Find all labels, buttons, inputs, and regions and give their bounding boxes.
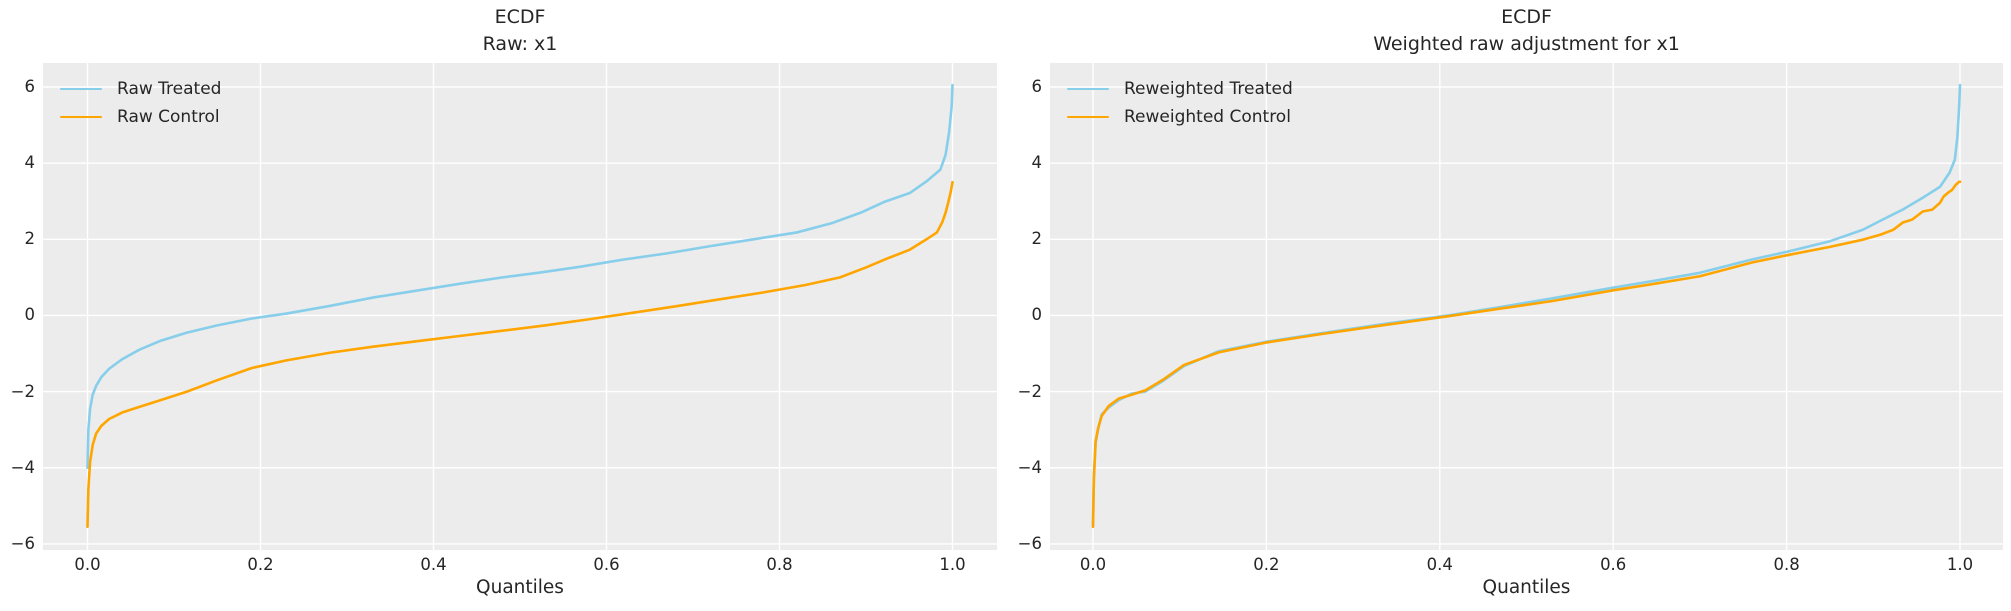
y-tick-label: −2 [10,381,35,401]
y-tick-label: 2 [1031,229,1043,249]
plot-svg-weighted [1050,63,2003,550]
x-tick-label: 0.2 [247,555,274,574]
legend-line-swatch-treated [1067,87,1109,91]
x-tick-label: 0.2 [1253,555,1280,574]
legend-item-raw-control: Raw Control [60,106,220,128]
y-tick-label: −4 [10,457,35,477]
y-tick-label: 6 [24,76,36,96]
chart-title-line2: Weighted raw adjustment for x1 [1373,33,1680,55]
legend-line-swatch-control [1067,115,1109,119]
legend-item-reweighted-treated: Reweighted Treated [1067,78,1293,100]
x-tick-label: 0.6 [1600,555,1627,574]
x-tick-label: 0.4 [420,555,447,574]
legend-item-reweighted-control: Reweighted Control [1067,106,1291,128]
y-tick-label: 4 [1031,153,1043,173]
y-tick-label: −2 [1017,381,1042,401]
legend-label-reweighted-control: Reweighted Control [1124,107,1291,127]
y-tick-label: −4 [1017,457,1042,477]
x-tick-label: 0.0 [74,555,101,574]
plot-area-raw: Raw Treated Raw Control [43,63,997,550]
plot-svg-raw [43,63,997,550]
y-tick-label: 4 [24,153,36,173]
x-tick-label: 0.4 [1426,555,1453,574]
y-tick-label: −6 [1017,533,1042,553]
legend-item-raw-treated: Raw Treated [60,78,221,100]
legend-line-swatch-control [60,115,102,119]
x-tick-label: 0.6 [593,555,620,574]
series-line [86,83,954,470]
plot-area-weighted: Reweighted Treated Reweighted Control [1050,63,2003,550]
x-tick-label: 1.0 [939,555,966,574]
x-tick-label: 0.0 [1079,555,1107,574]
legend-line-swatch-treated [60,87,102,91]
y-tick-label: 0 [24,305,36,325]
chart-title-line1: ECDF [494,6,546,28]
legend-label-raw-treated: Raw Treated [117,79,222,99]
legend-label-reweighted-treated: Reweighted Treated [1124,79,1293,99]
series-line [1091,180,1962,529]
chart-title-raw: ECDF Raw: x1 [43,4,997,58]
x-axis-label-weighted: Quantiles [1482,577,1571,598]
series-line [86,180,954,529]
x-tick-label: 0.8 [1773,555,1800,574]
y-tick-label: 6 [1031,76,1043,96]
x-tick-label: 0.8 [766,555,793,574]
legend-label-raw-control: Raw Control [117,107,220,127]
chart-title-line2: Raw: x1 [482,33,558,55]
x-tick-label: 1.0 [1946,555,1974,574]
chart-title-line1: ECDF [1501,6,1552,28]
x-axis-label-raw: Quantiles [476,577,564,598]
y-tick-label: 0 [1031,305,1043,325]
y-tick-label: 2 [24,229,36,249]
y-tick-label: −6 [10,533,35,553]
chart-title-weighted: ECDF Weighted raw adjustment for x1 [1050,4,2003,58]
